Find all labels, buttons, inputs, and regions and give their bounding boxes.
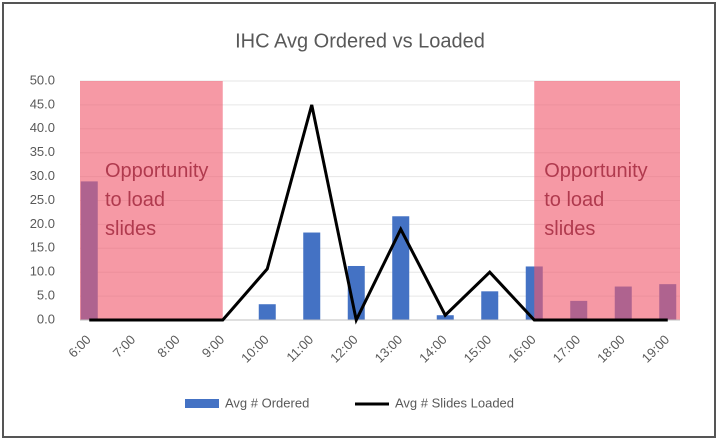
annotation: Opportunity to load slides	[544, 160, 647, 240]
y-tick-label: 25.0	[30, 192, 55, 207]
line	[89, 104, 668, 325]
y-tick-label: 10.0	[30, 264, 55, 279]
y-tick-label: 15.0	[30, 240, 55, 255]
annotation-line: slides	[544, 218, 595, 240]
legend-label: Avg # Ordered	[225, 395, 309, 410]
bar	[392, 216, 410, 320]
highlight-region	[80, 81, 223, 320]
bar	[258, 304, 276, 320]
annotation-line: to load	[105, 189, 165, 211]
y-tick-label: 20.0	[30, 216, 55, 231]
highlight-region	[534, 81, 680, 320]
annotation-line: slides	[105, 218, 156, 240]
y-tick-label: 5.0	[37, 288, 55, 303]
legend-swatch	[185, 399, 219, 408]
annotation-line: Opportunity	[105, 160, 208, 182]
y-tick-label: 0.0	[37, 311, 55, 326]
legend-label: Avg # Slides Loaded	[395, 395, 514, 410]
annotation-line: Opportunity	[544, 160, 647, 182]
y-tick-label: 50.0	[30, 72, 55, 87]
y-tick-label: 45.0	[30, 96, 55, 111]
y-tick-label: 35.0	[30, 144, 55, 159]
y-tick-label: 40.0	[30, 120, 55, 135]
annotation: Opportunity to load slides	[105, 160, 208, 240]
chart-title: IHC Avg Ordered vs Loaded	[235, 30, 485, 52]
y-tick-label: 30.0	[30, 168, 55, 183]
bar	[481, 291, 499, 320]
annotation-line: to load	[544, 189, 604, 211]
bar	[436, 315, 454, 320]
bar	[303, 232, 321, 320]
